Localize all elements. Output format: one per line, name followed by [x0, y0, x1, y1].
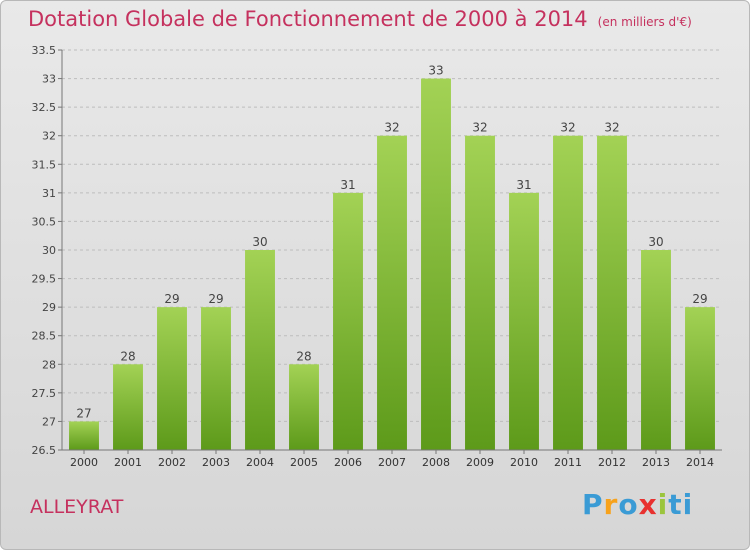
x-tick-label: 2013 [642, 456, 670, 469]
x-tick-label: 2010 [510, 456, 538, 469]
bar [553, 135, 583, 450]
bar [201, 307, 231, 450]
bar [685, 307, 715, 450]
axes: 26.5 27 27.5 28 28.5 29 29.5 30 30.5 31 31.5 32 32.5… [32, 44, 722, 457]
y-tick-label: 29.5 [32, 273, 57, 286]
bar-value-label: 27 [76, 406, 91, 420]
x-tick-label: 2005 [290, 456, 318, 469]
bar-value-label: 29 [208, 292, 223, 306]
y-tick-label: 32.5 [32, 101, 57, 114]
x-tick-label: 2003 [202, 456, 230, 469]
bar [289, 364, 319, 450]
bar-value-label: 32 [604, 121, 619, 135]
chart-title: Dotation Globale de Fonctionnement de 20… [28, 7, 692, 31]
y-tick-label: 28 [42, 358, 56, 371]
bar-value-label: 28 [120, 349, 135, 363]
x-tick-label: 2006 [334, 456, 362, 469]
x-tick-label: 2009 [466, 456, 494, 469]
bar [333, 192, 363, 450]
commune-name: ALLEYRAT [30, 496, 124, 518]
logo-letter: ti [668, 488, 694, 521]
bars [69, 78, 715, 451]
chart-title-text: Dotation Globale de Fonctionnement de 20… [28, 7, 588, 31]
bar [641, 250, 671, 450]
y-tick-label: 31.5 [32, 158, 57, 171]
logo-letter: i [657, 488, 669, 521]
x-tick-label: 2012 [598, 456, 626, 469]
bar [509, 192, 539, 450]
x-tick-label: 2007 [378, 456, 406, 469]
bar-value-label: 32 [472, 121, 487, 135]
bar-value-label: 30 [252, 235, 267, 249]
bar-value-label: 30 [648, 235, 663, 249]
x-tick-label: 2000 [70, 456, 98, 469]
y-tick-label: 28.5 [32, 330, 57, 343]
x-tick-label: 2014 [686, 456, 714, 469]
x-tick-label: 2011 [554, 456, 582, 469]
proxiti-logo[interactable]: Proxiti [582, 488, 693, 521]
y-tick-label: 30.5 [32, 215, 57, 228]
bar-value-label: 33 [428, 64, 443, 78]
bar-value-label: 28 [296, 349, 311, 363]
y-tick-label: 26.5 [32, 444, 57, 457]
x-tick-label: 2002 [158, 456, 186, 469]
bar [245, 250, 275, 450]
bar-value-label: 32 [560, 121, 575, 135]
bar-value-label: 32 [384, 121, 399, 135]
logo-letter: x [638, 488, 658, 521]
bar [377, 135, 407, 450]
logo-letter: o [618, 488, 639, 521]
x-tick-label: 2004 [246, 456, 274, 469]
x-tick-label: 2001 [114, 456, 142, 469]
bar-value-label: 31 [516, 178, 531, 192]
y-tick-label: 27.5 [32, 387, 57, 400]
y-tick-label: 33.5 [32, 44, 57, 57]
y-tick-label: 31 [42, 187, 56, 200]
bar-value-label: 29 [692, 292, 707, 306]
y-tick-label: 29 [42, 301, 56, 314]
chart-unit-label: (en milliers d'€) [597, 15, 692, 29]
y-tick-label: 30 [42, 244, 56, 257]
bar-value-label: 31 [340, 178, 355, 192]
bar [421, 78, 451, 451]
logo-letter: r [603, 488, 619, 521]
bar [69, 421, 99, 450]
bar [597, 135, 627, 450]
bar [465, 135, 495, 450]
labels: 27 2000 28 2001 29 2002 29 2003 30 2004 28 2005 31 20… [70, 64, 714, 469]
bar-value-label: 29 [164, 292, 179, 306]
y-tick-label: 33 [42, 73, 56, 86]
y-tick-label: 32 [42, 130, 56, 143]
bar [113, 364, 143, 450]
bar [157, 307, 187, 450]
x-tick-label: 2008 [422, 456, 450, 469]
logo-letter: P [582, 488, 604, 521]
y-tick-label: 27 [42, 415, 56, 428]
